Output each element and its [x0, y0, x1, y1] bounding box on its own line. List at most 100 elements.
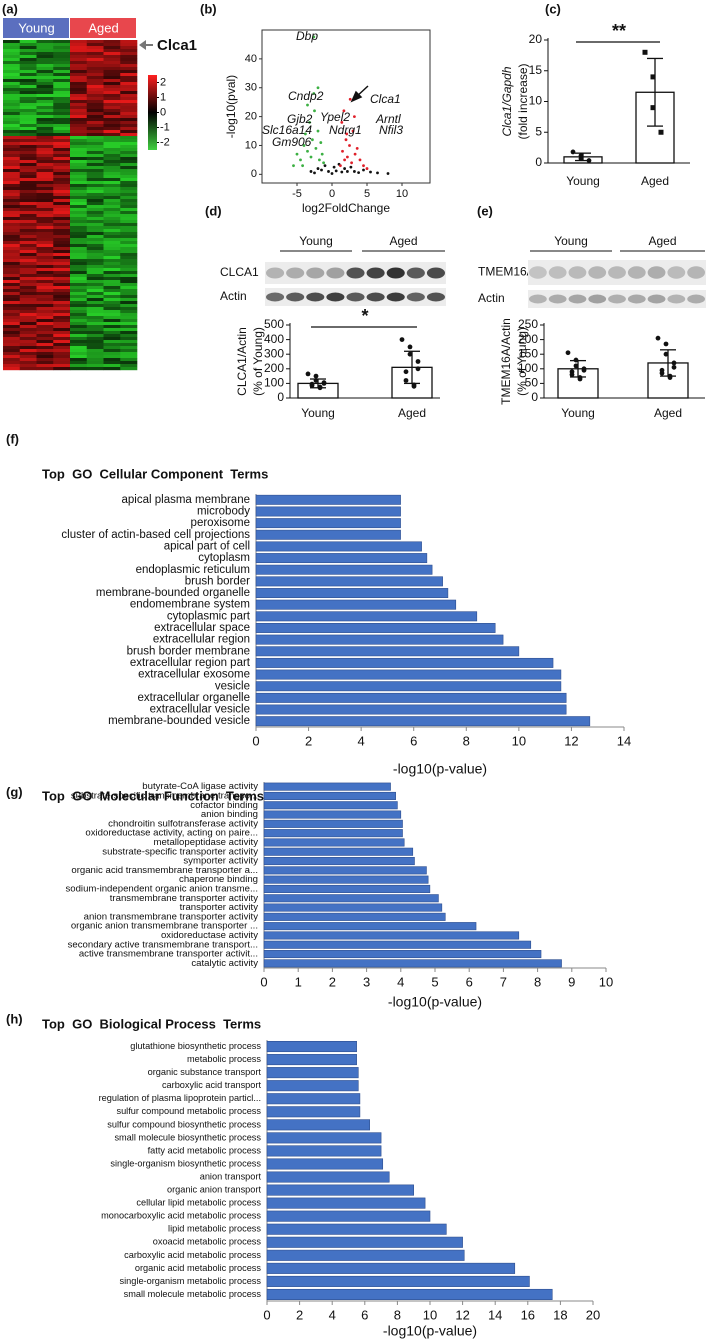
heatmap-texture [19, 211, 37, 215]
heatmap-texture [86, 346, 104, 350]
point [362, 168, 365, 172]
heatmap-texture [120, 358, 138, 362]
heatmap-texture [19, 76, 37, 80]
heatmap-texture [3, 271, 21, 275]
heatmap-texture [3, 337, 21, 341]
heatmap-texture [70, 154, 88, 158]
heatmap-texture [19, 85, 37, 89]
heatmap-texture [103, 328, 121, 332]
heatmap-texture [86, 340, 104, 344]
heatmap-texture [103, 46, 121, 50]
category-label: monocarboxylic acid metabolic process [101, 1211, 261, 1221]
heatmap-texture [103, 343, 121, 347]
heatmap-texture [3, 241, 21, 245]
heatmap-texture [36, 250, 54, 254]
heatmap-texture [86, 163, 104, 167]
heatmap-texture [103, 355, 121, 359]
heatmap-texture [120, 121, 138, 125]
heatmap-texture [120, 118, 138, 122]
heatmap-texture [19, 298, 37, 302]
heatmap-texture [70, 103, 88, 107]
heatmap-texture [103, 340, 121, 344]
heatmap-texture [3, 334, 21, 338]
bar [255, 634, 504, 645]
heatmap-texture [53, 166, 71, 170]
heatmap-texture [70, 232, 88, 236]
heatmap-texture [70, 301, 88, 305]
heatmap-texture [19, 334, 37, 338]
heatmap-texture [70, 139, 88, 143]
y-axis-label: Clca1/Gapdh [500, 66, 514, 136]
heatmap-texture [53, 73, 71, 77]
heatmap-texture [120, 49, 138, 53]
heatmap-texture [19, 265, 37, 269]
heatmap-texture [19, 196, 37, 200]
heatmap-texture [103, 226, 121, 230]
heatmap-texture [53, 316, 71, 320]
heatmap-texture [36, 262, 54, 266]
blot-band [406, 292, 425, 302]
heatmap-texture [120, 250, 138, 254]
heatmap-texture [19, 238, 37, 242]
x-tick-label: 16 [521, 1307, 535, 1322]
heatmap-texture [120, 304, 138, 308]
heatmap-texture [3, 301, 21, 305]
heatmap-texture [3, 355, 21, 359]
heatmap-texture [70, 46, 88, 50]
x-tick-label: 2 [329, 974, 336, 989]
heatmap-texture [36, 352, 54, 356]
heatmap-texture [86, 313, 104, 317]
bar [255, 657, 554, 668]
blot-band [647, 294, 666, 304]
heatmap-texture [86, 217, 104, 221]
panel-label: (d) [205, 203, 222, 218]
bar [263, 922, 477, 931]
heatmap-texture [120, 115, 138, 119]
heatmap-texture [36, 79, 54, 83]
heatmap-texture [86, 271, 104, 275]
category-label: lipid metabolic process [168, 1224, 261, 1234]
data-point [309, 383, 315, 388]
bar [263, 801, 398, 810]
category-label: peroxisome [191, 517, 250, 529]
heatmap-texture [120, 244, 138, 248]
heatmap-texture [70, 316, 88, 320]
heatmap-texture [3, 49, 21, 53]
heatmap-texture [3, 244, 21, 248]
y-tick-label: 0 [251, 168, 257, 180]
category-label: cluster of actin-based cell projections [61, 529, 250, 541]
bar [263, 940, 532, 949]
heatmap-texture [70, 313, 88, 317]
blot-row-label: CLCA1 [220, 265, 259, 279]
heatmap-texture [53, 295, 71, 299]
heatmap-texture [19, 349, 37, 353]
heatmap-texture [86, 49, 104, 53]
heatmap-texture [70, 40, 88, 44]
heatmap-texture [103, 277, 121, 281]
heatmap-texture [86, 106, 104, 110]
blot-band [528, 294, 547, 304]
heatmap-texture [86, 244, 104, 248]
heatmap-texture [36, 115, 54, 119]
heatmap-texture [86, 325, 104, 329]
bar [263, 838, 405, 847]
heatmap-texture [19, 271, 37, 275]
bar [263, 894, 439, 903]
heatmap-texture [120, 367, 138, 371]
category-label: catalytic activity [191, 958, 258, 969]
heatmap-texture [19, 178, 37, 182]
heatmap-texture [3, 103, 21, 107]
heatmap-texture [36, 367, 54, 371]
heatmap-texture [36, 274, 54, 278]
heatmap-texture [36, 199, 54, 203]
heatmap-texture [36, 109, 54, 113]
y-tick-label: 250 [518, 317, 538, 331]
x-tick-label: 0 [260, 974, 267, 989]
x-tick-label: 4 [358, 733, 365, 748]
heatmap-texture [53, 151, 71, 155]
heatmap-texture [36, 220, 54, 224]
heatmap-texture [53, 184, 71, 188]
heatmap-texture [53, 244, 71, 248]
heatmap-texture [70, 112, 88, 116]
heatmap-texture [70, 109, 88, 113]
